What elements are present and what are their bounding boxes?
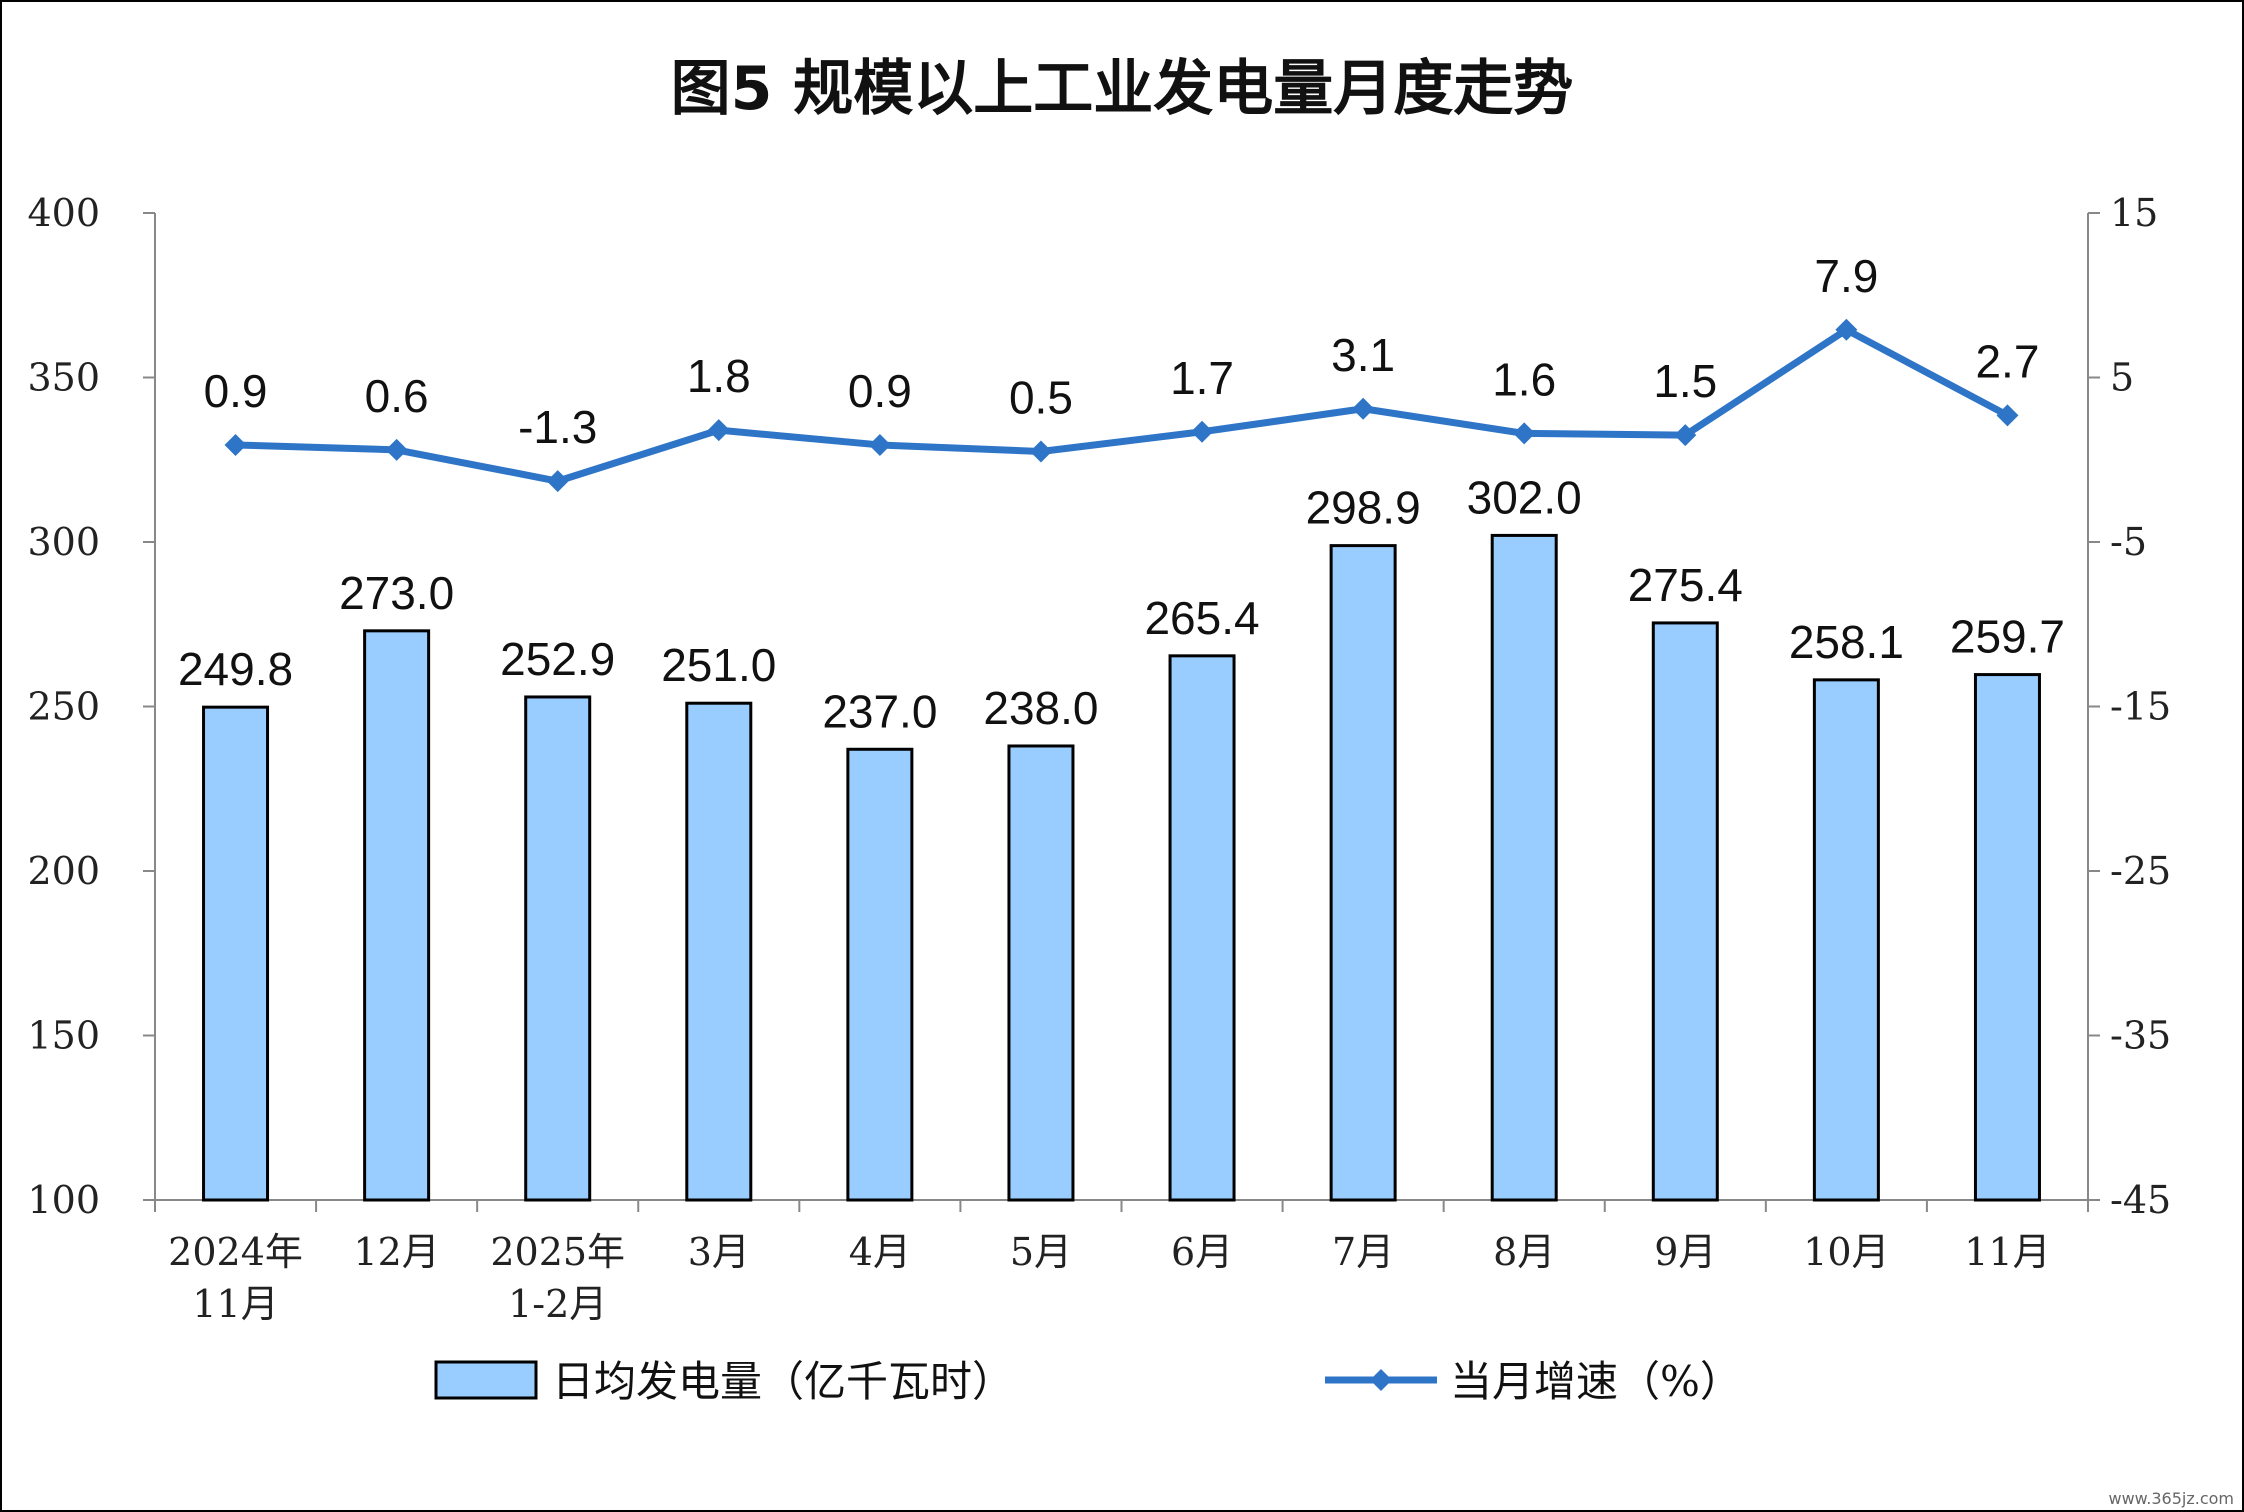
bar-value-label: 265.4 (1144, 592, 1259, 644)
growth-value-label: 0.9 (848, 365, 912, 417)
bar (1168, 654, 1236, 1202)
x-axis-labels: 2024年 11月 12月 2025年 1-2月 3月 4月 5月 6月 7月 8月 9月 10月 11月 (168, 1230, 2050, 1326)
bar (363, 629, 431, 1202)
legend: 日均发电量（亿千瓦时） 当月增速（%） (434, 1357, 1742, 1406)
growth-value-label: 7.9 (1814, 250, 1878, 302)
x-axis-label: 3月 (688, 1230, 750, 1274)
x-axis-label: 9月 (1654, 1230, 1716, 1274)
bar-value-label: 251.0 (661, 639, 776, 691)
legend-line-label: 当月增速（%） (1450, 1357, 1742, 1406)
bar-labels: 249.8 273.0 252.9 251.0 237.0 238.0 265.4 298.9… (178, 471, 2065, 737)
bars (202, 533, 2041, 1202)
bar-value-label: 252.9 (500, 633, 615, 685)
bar-value-label: 237.0 (822, 685, 937, 737)
growth-point-marker (1996, 404, 2019, 427)
left-axis-tick-label: 250 (27, 685, 100, 729)
growth-point-marker (385, 438, 408, 461)
right-axis-tick-label: -15 (2110, 685, 2171, 729)
growth-point-marker (1674, 424, 1697, 447)
bar (1007, 744, 1075, 1202)
growth-value-label: 1.7 (1170, 352, 1234, 404)
bar (1973, 673, 2041, 1202)
bar (1329, 544, 1397, 1202)
bar-value-label: 249.8 (178, 643, 293, 695)
growth-value-label: 2.7 (1975, 335, 2039, 387)
bar (685, 701, 753, 1202)
right-axis-tick-label: -45 (2110, 1178, 2171, 1222)
growth-point-marker (1029, 440, 1052, 463)
bar (1812, 678, 1880, 1202)
x-axis-label: 5月 (1010, 1230, 1072, 1274)
legend-bar-swatch (434, 1360, 538, 1400)
right-axis-tick-label: 15 (2110, 191, 2158, 235)
left-axis-tick-label: 350 (27, 356, 100, 400)
x-axis-label: 12月 (353, 1230, 439, 1274)
bar-value-label: 302.0 (1467, 471, 1582, 523)
growth-point-marker (1191, 420, 1214, 443)
growth-value-label: 1.5 (1653, 355, 1717, 407)
growth-value-label: 0.5 (1009, 372, 1073, 424)
watermark: www.365jz.com (2108, 1489, 2234, 1508)
x-axis-label: 4月 (849, 1230, 911, 1274)
left-axis-tick-label: 150 (27, 1014, 100, 1058)
growth-point-marker (1835, 318, 1858, 341)
growth-point-marker (868, 433, 891, 456)
bar-value-label: 273.0 (339, 567, 454, 619)
x-axis-label: 2024年 (168, 1230, 303, 1274)
bar-value-label: 258.1 (1789, 616, 1904, 668)
right-axis-tick-label: 5 (2110, 356, 2134, 400)
legend-line-marker (1370, 1369, 1392, 1391)
bar-value-label: 298.9 (1306, 482, 1421, 534)
bar (524, 695, 592, 1202)
x-axis-label: 8月 (1493, 1230, 1555, 1274)
x-axis-label: 10月 (1803, 1230, 1889, 1274)
growth-point-marker (546, 470, 569, 493)
bar (1651, 621, 1719, 1202)
growth-point-marker (224, 433, 247, 456)
x-axis-label: 6月 (1171, 1230, 1233, 1274)
left-axis-tick-label: 200 (27, 849, 100, 893)
bar-value-label: 238.0 (983, 682, 1098, 734)
growth-value-label: 1.8 (687, 350, 751, 402)
right-axis-tick-label: -5 (2110, 520, 2147, 564)
growth-value-label: -1.3 (518, 401, 597, 453)
legend-bar-label: 日均发电量（亿千瓦时） (552, 1357, 1014, 1406)
left-axis-tick-label: 100 (27, 1178, 100, 1222)
left-axis-tick-label: 400 (27, 191, 100, 235)
growth-point-marker (1352, 397, 1375, 420)
left-axis-tick-label: 300 (27, 520, 100, 564)
bar (202, 705, 270, 1202)
x-axis-label: 11月 (192, 1282, 278, 1326)
bar (1490, 533, 1558, 1202)
growth-point-marker (1513, 422, 1536, 445)
growth-value-label: 0.9 (204, 365, 268, 417)
chart-title: 图5 规模以上工业发电量月度走势 (670, 54, 1574, 124)
right-axis-tick-label: -35 (2110, 1014, 2171, 1058)
x-axis-label: 2025年 (490, 1230, 625, 1274)
x-axis-label: 11月 (1964, 1230, 2050, 1274)
growth-point-marker (707, 419, 730, 442)
growth-line (235, 326, 2010, 485)
bar-value-label: 275.4 (1628, 559, 1743, 611)
bar (846, 747, 914, 1202)
right-axis-tick-label: -25 (2110, 849, 2171, 893)
bar-value-label: 259.7 (1950, 611, 2065, 663)
growth-value-label: 3.1 (1331, 329, 1395, 381)
growth-line-layer: 0.9 0.6 -1.3 1.8 0.9 0.5 1.7 3.1 1.6 1.5 7.9 2.7 (204, 250, 2039, 493)
growth-value-label: 1.6 (1492, 353, 1556, 405)
x-axis-label: 1-2月 (508, 1282, 607, 1326)
growth-value-label: 0.6 (365, 370, 429, 422)
x-axis-label: 7月 (1332, 1230, 1394, 1274)
axes: 100 150 200 250 300 350 400 -45 -35 -25 -15 -5 5 15 (27, 191, 2171, 1222)
